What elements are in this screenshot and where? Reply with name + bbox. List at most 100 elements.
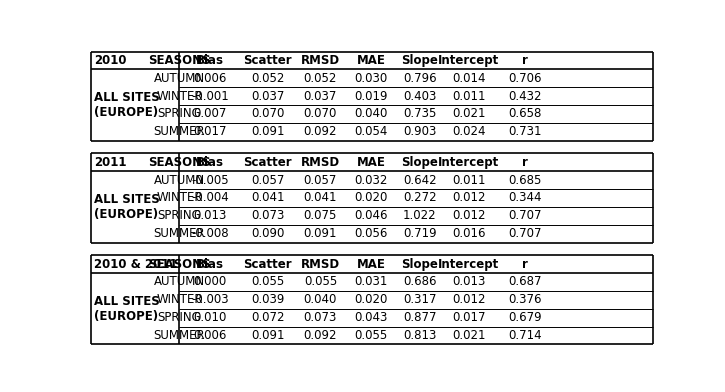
Text: Intercept: Intercept: [438, 156, 500, 169]
Text: MAE: MAE: [357, 258, 386, 270]
Text: 0.007: 0.007: [194, 107, 227, 120]
Text: AUTUMN: AUTUMN: [154, 174, 205, 187]
Text: ALL SITES
(EUROPE): ALL SITES (EUROPE): [94, 91, 160, 119]
Text: -0.005: -0.005: [191, 174, 229, 187]
Text: RMSD: RMSD: [301, 258, 340, 270]
Text: 0.073: 0.073: [304, 311, 337, 324]
Text: 0.055: 0.055: [304, 276, 337, 289]
Text: Intercept: Intercept: [438, 54, 500, 67]
Text: 0.021: 0.021: [452, 329, 486, 342]
Text: 0.091: 0.091: [251, 329, 285, 342]
Text: Slope: Slope: [401, 156, 438, 169]
Text: 0.000: 0.000: [194, 276, 227, 289]
Text: MAE: MAE: [357, 54, 386, 67]
Text: 0.813: 0.813: [403, 329, 436, 342]
Text: 0.687: 0.687: [508, 276, 542, 289]
Text: SPRING: SPRING: [157, 311, 202, 324]
Text: 0.020: 0.020: [355, 293, 388, 306]
Text: 0.041: 0.041: [251, 191, 285, 205]
Text: ALL SITES
(EUROPE): ALL SITES (EUROPE): [94, 295, 160, 323]
Text: 0.024: 0.024: [452, 125, 486, 138]
Text: AUTUMN: AUTUMN: [154, 72, 205, 85]
Text: 0.092: 0.092: [304, 329, 337, 342]
Text: 0.039: 0.039: [251, 293, 285, 306]
Text: 0.019: 0.019: [355, 90, 388, 103]
Text: 0.091: 0.091: [251, 125, 285, 138]
Text: 0.092: 0.092: [304, 125, 337, 138]
Text: RMSD: RMSD: [301, 156, 340, 169]
Text: 0.090: 0.090: [251, 227, 285, 240]
Text: 0.091: 0.091: [304, 227, 337, 240]
Text: 0.011: 0.011: [452, 90, 486, 103]
Text: 0.057: 0.057: [251, 174, 285, 187]
Text: r: r: [522, 54, 528, 67]
Text: 0.376: 0.376: [508, 293, 542, 306]
Text: 0.041: 0.041: [304, 191, 337, 205]
Text: 0.020: 0.020: [355, 191, 388, 205]
Text: 0.317: 0.317: [403, 293, 436, 306]
Text: Scatter: Scatter: [244, 54, 292, 67]
Text: 0.075: 0.075: [304, 209, 337, 222]
Text: 0.707: 0.707: [508, 227, 542, 240]
Text: 0.006: 0.006: [194, 72, 227, 85]
Text: 0.032: 0.032: [355, 174, 388, 187]
Text: WINTER: WINTER: [156, 293, 203, 306]
Text: 0.056: 0.056: [355, 227, 388, 240]
Text: r: r: [522, 156, 528, 169]
Text: SPRING: SPRING: [157, 209, 202, 222]
Text: 0.658: 0.658: [508, 107, 542, 120]
Text: Bias: Bias: [196, 54, 224, 67]
Text: 0.272: 0.272: [403, 191, 436, 205]
Text: -0.004: -0.004: [191, 191, 229, 205]
Text: 2011: 2011: [94, 156, 126, 169]
Text: 0.052: 0.052: [304, 72, 337, 85]
Text: 0.686: 0.686: [403, 276, 436, 289]
Text: 0.057: 0.057: [304, 174, 337, 187]
Text: 0.013: 0.013: [194, 209, 227, 222]
Text: 0.642: 0.642: [403, 174, 436, 187]
Text: 0.012: 0.012: [452, 293, 486, 306]
Text: Scatter: Scatter: [244, 258, 292, 270]
Text: Bias: Bias: [196, 258, 224, 270]
Text: 0.070: 0.070: [304, 107, 337, 120]
Text: 2010: 2010: [94, 54, 126, 67]
Text: 0.796: 0.796: [403, 72, 436, 85]
Text: 0.344: 0.344: [508, 191, 542, 205]
Text: -0.003: -0.003: [191, 293, 229, 306]
Text: 0.432: 0.432: [508, 90, 542, 103]
Text: SUMMER: SUMMER: [154, 125, 205, 138]
Text: ALL SITES
(EUROPE): ALL SITES (EUROPE): [94, 193, 160, 221]
Text: 0.046: 0.046: [355, 209, 388, 222]
Text: 0.037: 0.037: [251, 90, 285, 103]
Text: 0.011: 0.011: [452, 174, 486, 187]
Text: MAE: MAE: [357, 156, 386, 169]
Text: Intercept: Intercept: [438, 258, 500, 270]
Text: 0.714: 0.714: [508, 329, 542, 342]
Text: 0.679: 0.679: [508, 311, 542, 324]
Text: 0.877: 0.877: [403, 311, 436, 324]
Text: SEASONS: SEASONS: [148, 258, 211, 270]
Text: Slope: Slope: [401, 54, 438, 67]
Text: 0.043: 0.043: [355, 311, 388, 324]
Text: SUMMER: SUMMER: [154, 329, 205, 342]
Text: 0.010: 0.010: [194, 311, 227, 324]
Text: Slope: Slope: [401, 258, 438, 270]
Text: 0.016: 0.016: [452, 227, 486, 240]
Text: Scatter: Scatter: [244, 156, 292, 169]
Text: 0.055: 0.055: [252, 276, 284, 289]
Text: 0.052: 0.052: [251, 72, 285, 85]
Text: 0.055: 0.055: [355, 329, 388, 342]
Text: -0.008: -0.008: [191, 227, 229, 240]
Text: SEASONS: SEASONS: [148, 156, 211, 169]
Text: 0.735: 0.735: [403, 107, 436, 120]
Text: 0.017: 0.017: [452, 311, 486, 324]
Text: 0.054: 0.054: [355, 125, 388, 138]
Text: RMSD: RMSD: [301, 54, 340, 67]
Text: 0.031: 0.031: [355, 276, 388, 289]
Text: 0.021: 0.021: [452, 107, 486, 120]
Text: WINTER: WINTER: [156, 191, 203, 205]
Text: SEASONS: SEASONS: [148, 54, 211, 67]
Text: 0.006: 0.006: [194, 329, 227, 342]
Text: 0.040: 0.040: [304, 293, 337, 306]
Text: Bias: Bias: [196, 156, 224, 169]
